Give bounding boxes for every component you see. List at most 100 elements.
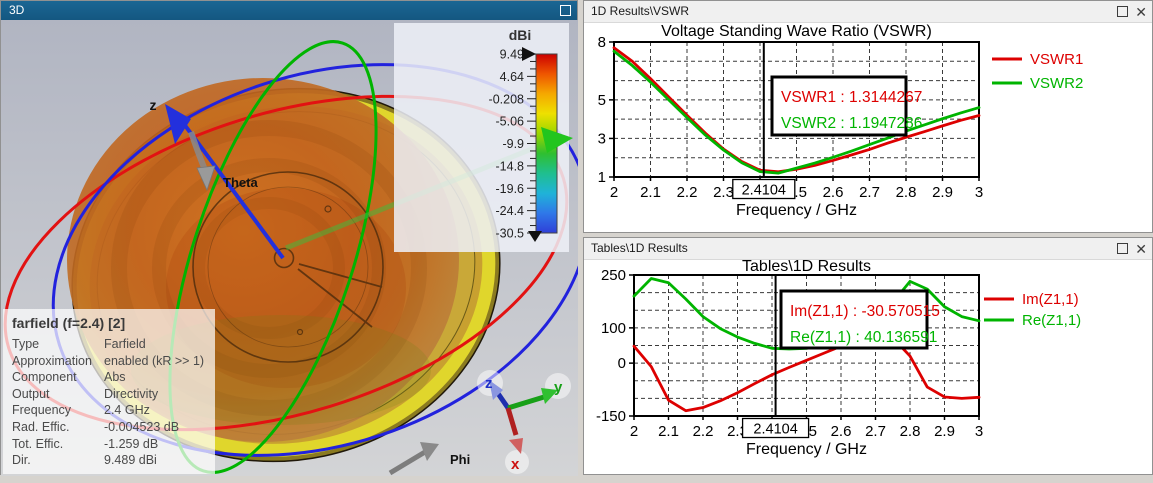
svg-text:9.49: 9.49 [500, 48, 524, 62]
labels: Voltage Standing Wave Ratio (VSWR) Freque… [661, 23, 932, 219]
svg-text:2.8: 2.8 [900, 423, 921, 440]
farfield-info-row: Dir. 9.489 dBi [12, 453, 157, 468]
svg-text:2: 2 [610, 184, 618, 201]
svg-text:2.4104: 2.4104 [753, 422, 797, 438]
svg-text:VSWR2: VSWR2 [1030, 75, 1083, 92]
tables-titlebar[interactable]: Tables\1D Results ✕ [584, 238, 1152, 260]
svg-text:2.6: 2.6 [823, 184, 844, 201]
series [612, 46, 981, 175]
farfield-info-row: Approximation enabled (kR >> 1) [12, 353, 205, 368]
svg-text:Im(Z1,1) : -30.570515: Im(Z1,1) : -30.570515 [790, 303, 940, 320]
labels: Tables\1D Results Frequency / GHz [742, 258, 871, 458]
vswr-titlebar[interactable]: 1D Results\VSWR ✕ [584, 1, 1152, 23]
grid [614, 42, 979, 177]
svg-text:Re(Z1,1) : 40.136591: Re(Z1,1) : 40.136591 [790, 329, 937, 346]
svg-text:2.2: 2.2 [677, 184, 698, 201]
farfield-info-box: farfield (f=2.4) [2] Type Farfield Approxi… [3, 309, 215, 474]
farfield-info-rows: Type Farfield Approximation enabled (kR >> … [12, 336, 215, 469]
tables-title: Tables\1D Results [591, 241, 688, 255]
svg-text:2.7: 2.7 [865, 423, 886, 440]
farfield-info-title: farfield (f=2.4) [2] [12, 315, 126, 331]
panel-3d-view: 3D [0, 0, 578, 476]
maximize-icon[interactable] [1117, 243, 1129, 254]
patch-outline [192, 171, 384, 363]
svg-text:Frequency / GHz: Frequency / GHz [746, 441, 867, 458]
svg-text:-0.208: -0.208 [489, 92, 524, 106]
farfield-axis-arrow-head [541, 127, 573, 153]
svg-text:-5.06: -5.06 [496, 115, 525, 129]
svg-text:2.4104: 2.4104 [742, 183, 786, 199]
svg-text:-150: -150 [596, 408, 626, 425]
cursor[interactable]: 2.4104 [732, 42, 796, 200]
svg-text:2.2: 2.2 [693, 423, 714, 440]
close-icon[interactable]: ✕ [1135, 240, 1147, 257]
svg-text:Tables\1D Results: Tables\1D Results [742, 260, 871, 275]
svg-text:2.8: 2.8 [896, 184, 917, 201]
triad-x-label: x [511, 456, 520, 473]
svg-text:2: 2 [630, 423, 638, 440]
svg-text:2.9: 2.9 [932, 184, 953, 201]
svg-text:-30.5: -30.5 [496, 227, 525, 241]
svg-text:Voltage Standing Wave Ratio (V: Voltage Standing Wave Ratio (VSWR) [661, 23, 932, 40]
svg-text:3: 3 [975, 423, 983, 440]
farfield-info-row: Rad. Effic. -0.004523 dB [12, 419, 180, 434]
legend: VSWR1 VSWR2 [992, 51, 1083, 92]
theta-label: Theta [223, 175, 258, 190]
svg-text:Frequency / GHz: Frequency / GHz [736, 202, 857, 219]
colorbar-max-marker [522, 47, 536, 61]
svg-text:VSWR1 : 1.3144267: VSWR1 : 1.3144267 [781, 89, 922, 106]
farfield-info-row: Tot. Effic. -1.259 dB [12, 436, 159, 451]
3d-titlebar[interactable]: 3D [1, 1, 577, 20]
panel-tables: Tables\1D Results ✕ 22.12.22.32.52.62.72… [583, 237, 1153, 475]
svg-text:5: 5 [598, 92, 606, 109]
svg-text:0: 0 [618, 355, 626, 372]
phi-arrow: Phi [388, 442, 470, 476]
maximize-icon[interactable] [560, 5, 571, 16]
theta-arrow: Theta [188, 131, 258, 192]
phi-label: Phi [450, 452, 470, 467]
colorbar-ticks: 9.49 4.64 -0.208 -5.06 -9.9 -14.8 -19.6 -24.4 -3… [489, 48, 536, 241]
farfield-info-row: Output Directivity [12, 386, 159, 401]
svg-text:2.1: 2.1 [658, 423, 679, 440]
svg-text:250: 250 [601, 267, 626, 284]
maximize-icon[interactable] [1117, 6, 1129, 17]
annotation: Im(Z1,1) : -30.570515 Re(Z1,1) : 40.13659… [779, 289, 940, 350]
cursor[interactable]: 2.4104 [741, 275, 810, 439]
svg-text:-19.6: -19.6 [496, 182, 525, 196]
svg-text:2.7: 2.7 [859, 184, 880, 201]
svg-text:Im(Z1,1): Im(Z1,1) [1022, 291, 1079, 308]
svg-text:-9.9: -9.9 [502, 137, 524, 151]
panel-vswr: 1D Results\VSWR ✕ 2 2.1 2.2 2.3 2.5 2.6 2.7 2.8… [583, 0, 1153, 233]
close-icon[interactable]: ✕ [1135, 3, 1147, 20]
svg-text:Re(Z1,1): Re(Z1,1) [1022, 312, 1081, 329]
triad-y-label: y [554, 379, 563, 396]
3d-title: 3D [9, 3, 25, 17]
svg-text:3: 3 [975, 184, 983, 201]
annotation: VSWR1 : 1.3144267 VSWR2 : 1.1947286 [770, 75, 922, 137]
vswr-title: 1D Results\VSWR [591, 4, 690, 18]
legend: Im(Z1,1) Re(Z1,1) [984, 291, 1081, 329]
z-axis-arrow: z [150, 97, 285, 260]
svg-text:VSWR1: VSWR1 [1030, 51, 1083, 68]
svg-text:-24.4: -24.4 [496, 204, 525, 218]
svg-text:100: 100 [601, 320, 626, 337]
coordinate-triad: z y x [477, 370, 571, 474]
svg-text:8: 8 [598, 34, 606, 51]
svg-text:2.1: 2.1 [640, 184, 661, 201]
farfield-info-row: Type Farfield [12, 337, 146, 351]
svg-text:VSWR2 : 1.1947286: VSWR2 : 1.1947286 [781, 115, 922, 132]
colorbar: dBi 9.49 4.64 -0.208 -5.06 -9.9 -14.8 -19.6 -24… [394, 23, 569, 252]
farfield-info-row: Frequency 2.4 GHz [12, 403, 150, 418]
svg-text:4.64: 4.64 [500, 70, 524, 84]
svg-text:1: 1 [598, 169, 606, 186]
svg-text:-14.8: -14.8 [496, 159, 525, 173]
svg-text:2.9: 2.9 [934, 423, 955, 440]
colorbar-min-marker [528, 231, 542, 242]
farfield-info-row: Component Abs [12, 370, 126, 385]
z-axis-label: z [150, 97, 157, 113]
svg-text:2.6: 2.6 [831, 423, 852, 440]
